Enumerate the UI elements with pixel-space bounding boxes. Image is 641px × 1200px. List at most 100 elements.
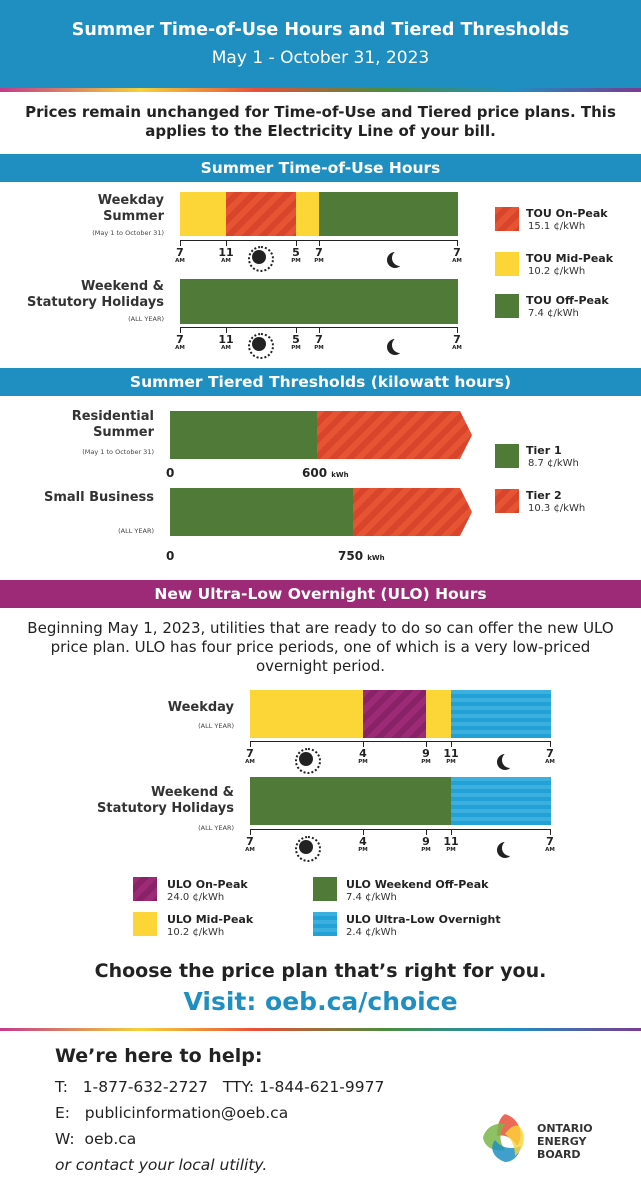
tier1-segment [170, 411, 317, 459]
small-business-threshold: 750 kWh [338, 549, 385, 563]
ulo-heading: New Ultra-Low Overnight (ULO) Hours [0, 580, 641, 608]
ulo-weekday-axis [250, 741, 551, 742]
tick-label: 11 AM [218, 246, 234, 264]
ulo-on-peak-segment [363, 690, 426, 738]
tou-mid-peak-segment [180, 192, 226, 236]
legend-price: 8.7 ¢/kWh [528, 458, 579, 469]
tick-label: 11 AM [218, 333, 234, 351]
residential-tier-bar [170, 411, 472, 459]
moon-icon [502, 840, 518, 856]
ulo-on-peak-swatch [133, 877, 157, 901]
tick-label: 7 AM [175, 333, 185, 351]
web-link[interactable]: oeb.ca [84, 1130, 137, 1148]
tick-label: 7 AM [452, 246, 462, 264]
tick-label: 7 AM [175, 246, 185, 264]
legend-price: 7.4 ¢/kWh [528, 308, 579, 319]
legend-price: 15.1 ¢/kWh [528, 221, 586, 232]
legend-label: TOU Off-Peak [526, 294, 609, 307]
ulo-weekend-axis [250, 829, 551, 830]
local-utility-text: or contact your local utility. [55, 1156, 268, 1174]
phone-link[interactable]: 1-877-632-2727 [82, 1078, 209, 1096]
tier1-swatch [495, 444, 519, 468]
tou-weekend-label: Weekend & Statutory Holidays [27, 279, 164, 310]
ulo-overnight-segment [451, 690, 551, 738]
legend-label: ULO Weekend Off-Peak [346, 878, 489, 891]
intro-text: Prices remain unchanged for Time-of-Use … [25, 103, 616, 140]
legend-price: 24.0 ¢/kWh [167, 892, 225, 903]
logo-text-board: BOARD [537, 1148, 581, 1161]
legend-label: ULO On-Peak [167, 878, 248, 891]
ulo-weekend-sub: (ALL YEAR) [198, 824, 234, 832]
legend-price: 10.2 ¢/kWh [528, 266, 586, 277]
tou-mid-peak-swatch [495, 252, 519, 276]
tou-on-peak-swatch [495, 207, 519, 231]
residential-label: Residential Summer [71, 409, 154, 440]
date-range: May 1 - October 31, 2023 [211, 48, 430, 68]
contact-block: T: 1-877-632-2727 TTY: 1-844-621-9977 E:… [55, 1074, 384, 1178]
ulo-weekend-off-peak-segment [250, 777, 451, 825]
legend-price: 7.4 ¢/kWh [346, 892, 397, 903]
logo-text-ontario: ONTARIO [537, 1122, 593, 1135]
rainbow-divider [0, 1028, 641, 1031]
legend-label: Tier 1 [526, 444, 562, 457]
ulo-overnight-segment [451, 777, 551, 825]
tick-label: 9 PM [421, 747, 431, 765]
tick-label: 7 AM [245, 747, 255, 765]
tick-label: 7 AM [452, 333, 462, 351]
legend-label: Tier 2 [526, 489, 562, 502]
legend-price: 10.3 ¢/kWh [528, 503, 586, 514]
tiered-heading: Summer Tiered Thresholds (kilowatt hours… [0, 368, 641, 396]
moon-icon [392, 250, 408, 266]
ulo-weekday-sub: (ALL YEAR) [198, 722, 234, 730]
email-link[interactable]: publicinformation@oeb.ca [84, 1104, 289, 1122]
tick-label: 7 PM [314, 333, 324, 351]
legend-label: TOU On-Peak [526, 207, 608, 220]
residential-sub: (May 1 to October 31) [82, 448, 154, 456]
tick-label: 11 PM [443, 835, 459, 853]
small-business-sub: (ALL YEAR) [118, 527, 154, 535]
sun-icon [295, 748, 321, 774]
ulo-weekend-off-peak-swatch [313, 877, 337, 901]
ulo-weekend-label: Weekend & Statutory Holidays [97, 785, 234, 816]
tick-label: 11 PM [443, 747, 459, 765]
tick-label: 5 PM [291, 246, 301, 264]
residential-zero: 0 [166, 466, 175, 480]
tier2-swatch [495, 489, 519, 513]
visit-link[interactable]: Visit: oeb.ca/choice [183, 987, 458, 1016]
tou-off-peak-swatch [495, 294, 519, 318]
ulo-mid-peak-segment [426, 690, 451, 738]
ulo-overnight-swatch [313, 912, 337, 936]
tou-weekend-bar [180, 279, 458, 324]
moon-icon [392, 337, 408, 353]
legend-price: 10.2 ¢/kWh [167, 927, 225, 938]
legend-label: ULO Mid-Peak [167, 913, 254, 926]
small-business-tier-bar [170, 488, 472, 536]
tty-link[interactable]: 1-844-621-9977 [259, 1078, 385, 1096]
ulo-weekday-bar [250, 690, 551, 738]
tick-label: 4 PM [358, 835, 368, 853]
tier2-segment [317, 411, 472, 459]
small-business-label: Small Business [43, 490, 154, 505]
oeb-logo-icon [475, 1108, 535, 1168]
page-title: Summer Time-of-Use Hours and Tiered Thre… [71, 20, 570, 40]
tick-label: 4 PM [358, 747, 368, 765]
ulo-weekend-bar [250, 777, 551, 825]
legend-price: 2.4 ¢/kWh [346, 927, 397, 938]
sun-icon [295, 836, 321, 862]
legend-label: TOU Mid-Peak [526, 252, 614, 265]
ulo-intro-text: Beginning May 1, 2023, utilities that ar… [27, 619, 614, 675]
ulo-mid-peak-swatch [133, 912, 157, 936]
tou-weekday-label: Weekday Summer [97, 193, 164, 224]
page-header: Summer Time-of-Use Hours and Tiered Thre… [0, 0, 641, 88]
choose-plan-text: Choose the price plan that’s right for y… [94, 960, 547, 982]
tick-label: 9 PM [421, 835, 431, 853]
sun-icon [248, 246, 274, 272]
tou-off-peak-segment [180, 279, 458, 324]
small-business-zero: 0 [166, 549, 175, 563]
ulo-mid-peak-segment [250, 690, 363, 738]
tou-off-peak-segment [319, 192, 458, 236]
tick-label: 7 AM [545, 835, 555, 853]
tou-weekend-sub: (ALL YEAR) [128, 315, 164, 323]
moon-icon [502, 752, 518, 768]
sun-icon [248, 333, 274, 359]
